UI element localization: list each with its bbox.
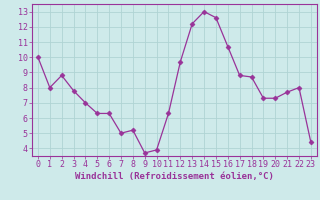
X-axis label: Windchill (Refroidissement éolien,°C): Windchill (Refroidissement éolien,°C) [75,172,274,181]
